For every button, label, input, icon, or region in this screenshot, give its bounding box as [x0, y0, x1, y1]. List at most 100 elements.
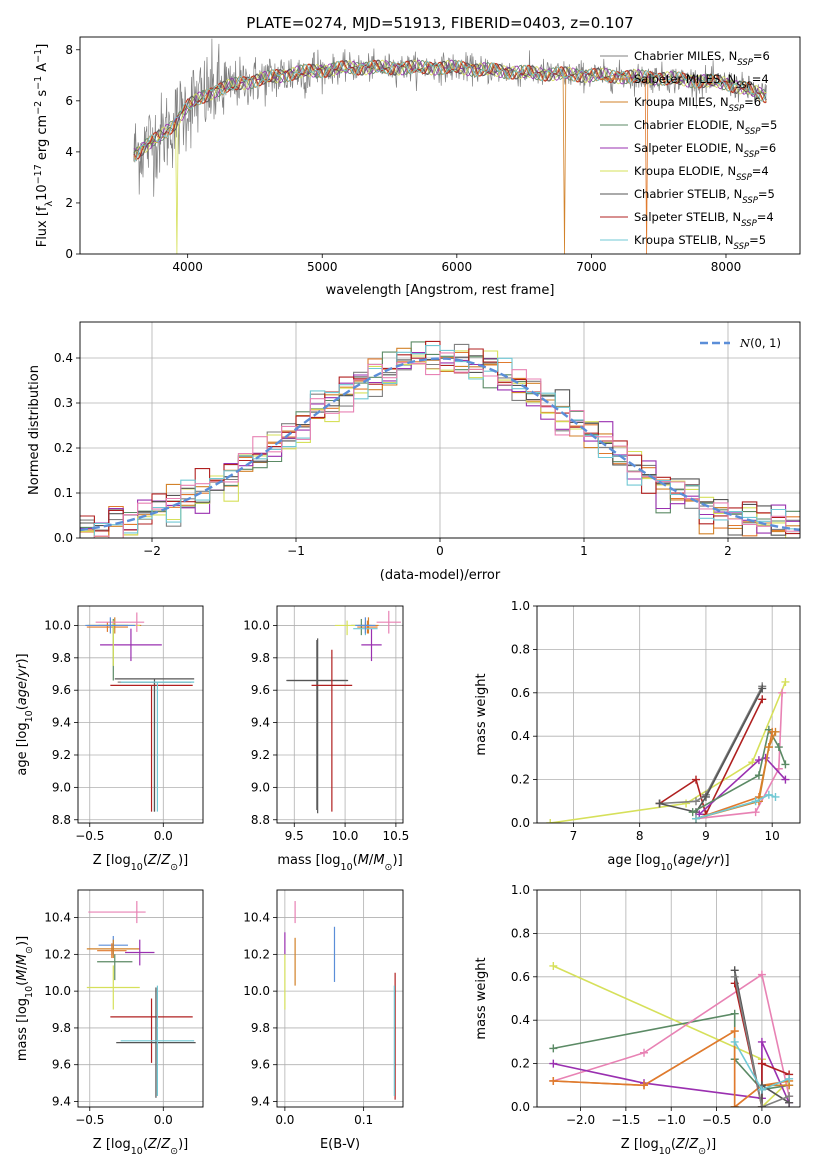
- panel-spectrum: 4000 5000 6000 7000 8000 0 2 4 6 8 wavelength [Ang…: [33, 36, 801, 298]
- plot-area: [86, 901, 196, 1098]
- x-tick-label: 7000: [576, 260, 607, 274]
- weight-line: [659, 698, 763, 817]
- y-tick-label: 10.0: [243, 618, 270, 632]
- panel-mass_vs_ebv: 0.0 0.1 9.4 9.6 9.8 10.0 10.2 10.4 E(B-V): [243, 889, 404, 1152]
- weight-marker: [546, 819, 555, 823]
- weight-marker: [757, 1103, 766, 1107]
- y-tick-label: 8.8: [251, 813, 270, 827]
- y-tick-label: 9.4: [251, 1094, 270, 1108]
- legend-entry: Chabrier ELODIE, NSSP=5: [634, 118, 777, 137]
- x-tick-label: −1.5: [611, 1113, 640, 1127]
- y-tick-label: 9.2: [251, 748, 270, 762]
- weight-marker: [771, 792, 780, 801]
- y-tick-label: 0.0: [511, 816, 530, 830]
- errorbar-point: [85, 617, 136, 634]
- weight-marker: [764, 743, 773, 752]
- panel-residuals: −2 −1 0 1 2 0.0 0.1 0.2 0.3 0.4 (data-model)/error…: [27, 321, 801, 583]
- spectrum-model-line: [133, 60, 767, 162]
- x-tick-label: 5000: [307, 260, 338, 274]
- y-tick-label: 0.0: [511, 1100, 530, 1114]
- x-tick-label: 10.5: [383, 829, 410, 843]
- y-tick-label: 0.6: [511, 686, 530, 700]
- weight-marker: [640, 1081, 649, 1090]
- errorbar-point: [88, 901, 146, 924]
- errorbar-point: [355, 617, 376, 634]
- spectrum-model-line: [133, 59, 767, 160]
- weight-marker: [764, 790, 773, 799]
- legend-entry: Kroupa MILES, NSSP=6: [634, 95, 761, 114]
- weight-marker: [691, 814, 700, 823]
- weight-line: [695, 692, 783, 820]
- weight-marker: [771, 727, 780, 736]
- x-tick-label: 7: [570, 829, 578, 843]
- y-tick-label: 0: [65, 247, 73, 261]
- weight-marker: [730, 1027, 739, 1036]
- weight-marker: [751, 808, 760, 817]
- x-tick-label: −2: [143, 544, 161, 558]
- y-axis-label: mass weight: [474, 673, 489, 755]
- y-tick-label: 10.0: [44, 984, 71, 998]
- x-tick-label: 4000: [172, 260, 203, 274]
- weight-marker: [730, 1103, 739, 1107]
- y-tick-label: 1.0: [511, 883, 530, 897]
- weight-line: [659, 685, 763, 805]
- y-axis-label: Flux [fλ10−17 erg cm−2 s−1 A−1]: [33, 44, 55, 248]
- y-tick-label: 9.8: [251, 1021, 270, 1035]
- panel-age_vs_mass: 9.5 10.0 10.5 8.8 9.0 9.2 9.4 9.6 9.8 10.0 mass [l…: [243, 605, 410, 873]
- x-axis-label: mass [log10(M/M⊙)]: [277, 853, 402, 873]
- x-tick-label: 1: [580, 544, 588, 558]
- weight-marker: [781, 760, 790, 769]
- weight-marker: [701, 792, 710, 801]
- y-axis-label: age [log10(age/yr)]: [15, 653, 35, 775]
- panel-age_vs_Z: −0.5 0.0 8.8 9.0 9.2 9.4 9.6 9.8 10.0 Z [log10(Z/…: [15, 605, 204, 873]
- panel-weight_vs_Z: −2.0 −1.5 −1.0 −0.5 0.0 0.0 0.2 0.4 0.6 0.8 1.0 Z […: [474, 883, 801, 1157]
- axes-frame: [276, 889, 404, 1108]
- errorbar-point: [100, 628, 162, 662]
- x-axis-label: Z [log10(Z/Z⊙)]: [93, 1137, 188, 1157]
- y-tick-label: 8.8: [52, 813, 71, 827]
- weight-marker: [757, 1059, 766, 1068]
- errorbar-point: [286, 640, 348, 811]
- y-tick-label: 0.6: [511, 970, 530, 984]
- x-tick-label: 9.5: [285, 829, 304, 843]
- axes-frame: [77, 605, 204, 824]
- y-tick-label: 10.4: [243, 911, 270, 925]
- legend-entry: Chabrier MILES, NSSP=6: [634, 49, 770, 68]
- panel-weight_vs_age: 7 8 9 10 0.0 0.2 0.4 0.6 0.8 1.0 age [log10(age/yr…: [474, 599, 801, 873]
- weight-marker: [655, 799, 664, 808]
- y-tick-label: 10.2: [44, 947, 71, 961]
- y-tick-label: 9.8: [251, 651, 270, 665]
- y-tick-label: 9.4: [52, 716, 71, 730]
- weight-marker: [757, 1037, 766, 1046]
- x-tick-label: 0.1: [354, 1113, 373, 1127]
- y-tick-label: 9.8: [52, 651, 71, 665]
- x-axis-label: (data-model)/error: [380, 568, 501, 583]
- y-tick-label: 9.2: [52, 748, 71, 762]
- legend: Chabrier MILES, NSSP=6 Salpeter MILES, NS…: [600, 49, 777, 252]
- weight-marker: [785, 1092, 794, 1101]
- errorbar-point: [97, 954, 133, 981]
- weight-marker: [757, 970, 766, 979]
- x-tick-label: −0.5: [75, 829, 104, 843]
- x-tick-label: 0.0: [154, 829, 173, 843]
- y-tick-label: 0.2: [511, 773, 530, 787]
- legend-entry: Chabrier STELIB, NSSP=5: [634, 187, 775, 206]
- legend-entry: Kroupa STELIB, NSSP=5: [634, 233, 766, 252]
- y-tick-label: 9.4: [52, 1094, 71, 1108]
- panel-mass_vs_Z: −0.5 0.0 9.4 9.6 9.8 10.0 10.2 10.4 Z [log10(Z/Z…: [15, 889, 204, 1157]
- weight-marker: [730, 972, 739, 981]
- weight-line: [695, 793, 776, 820]
- errorbar-point: [376, 610, 401, 634]
- axes-frame: [536, 605, 801, 824]
- errorbar-point: [125, 939, 155, 966]
- weight-marker: [774, 743, 783, 752]
- weight-marker: [778, 688, 787, 697]
- errorbar-point: [116, 987, 196, 1098]
- errorbar-point: [120, 681, 195, 812]
- plot-area: [549, 961, 794, 1107]
- axes-frame: [79, 36, 801, 255]
- plot-area: [546, 677, 790, 823]
- legend-entry: Salpeter ELODIE, NSSP=6: [634, 141, 776, 160]
- errorbar-point: [114, 678, 195, 812]
- y-tick-label: 4: [65, 145, 73, 159]
